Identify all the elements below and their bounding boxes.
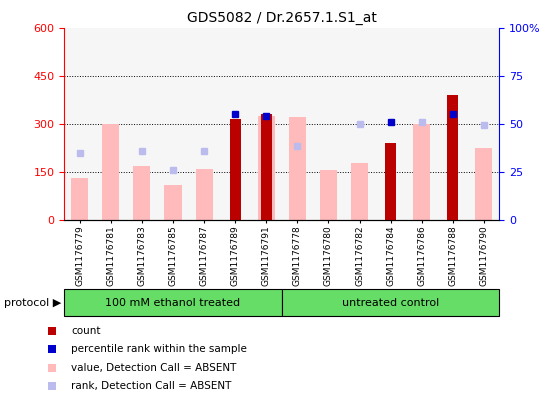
Bar	[375, 28, 406, 220]
Bar	[351, 163, 368, 220]
Bar	[413, 124, 430, 220]
Text: protocol ▶: protocol ▶	[4, 298, 61, 308]
Bar	[385, 143, 396, 220]
Bar	[220, 28, 251, 220]
Text: percentile rank within the sample: percentile rank within the sample	[71, 344, 247, 354]
Bar	[126, 28, 157, 220]
Bar	[133, 165, 151, 220]
Bar	[189, 28, 220, 220]
Bar	[313, 28, 344, 220]
Text: count: count	[71, 326, 100, 336]
Bar	[64, 28, 95, 220]
Bar	[157, 28, 189, 220]
Bar	[230, 119, 240, 220]
Bar	[102, 125, 119, 220]
Text: 100 mM ethanol treated: 100 mM ethanol treated	[105, 298, 240, 308]
Bar	[71, 178, 88, 220]
Bar	[475, 148, 492, 220]
Bar	[282, 28, 313, 220]
Bar	[320, 170, 337, 220]
Bar	[258, 116, 275, 220]
Bar	[289, 118, 306, 220]
Bar	[195, 169, 213, 220]
Text: value, Detection Call = ABSENT: value, Detection Call = ABSENT	[71, 362, 237, 373]
Bar	[448, 95, 458, 220]
Bar	[437, 28, 468, 220]
Bar	[95, 28, 126, 220]
Bar	[64, 289, 282, 316]
Bar	[344, 28, 375, 220]
Text: untreated control: untreated control	[342, 298, 439, 308]
Bar	[261, 114, 272, 220]
Bar	[406, 28, 437, 220]
Text: rank, Detection Call = ABSENT: rank, Detection Call = ABSENT	[71, 381, 232, 391]
Bar	[165, 185, 181, 220]
Bar	[468, 28, 499, 220]
Bar	[282, 289, 499, 316]
Bar	[251, 28, 282, 220]
Title: GDS5082 / Dr.2657.1.S1_at: GDS5082 / Dr.2657.1.S1_at	[187, 11, 377, 25]
